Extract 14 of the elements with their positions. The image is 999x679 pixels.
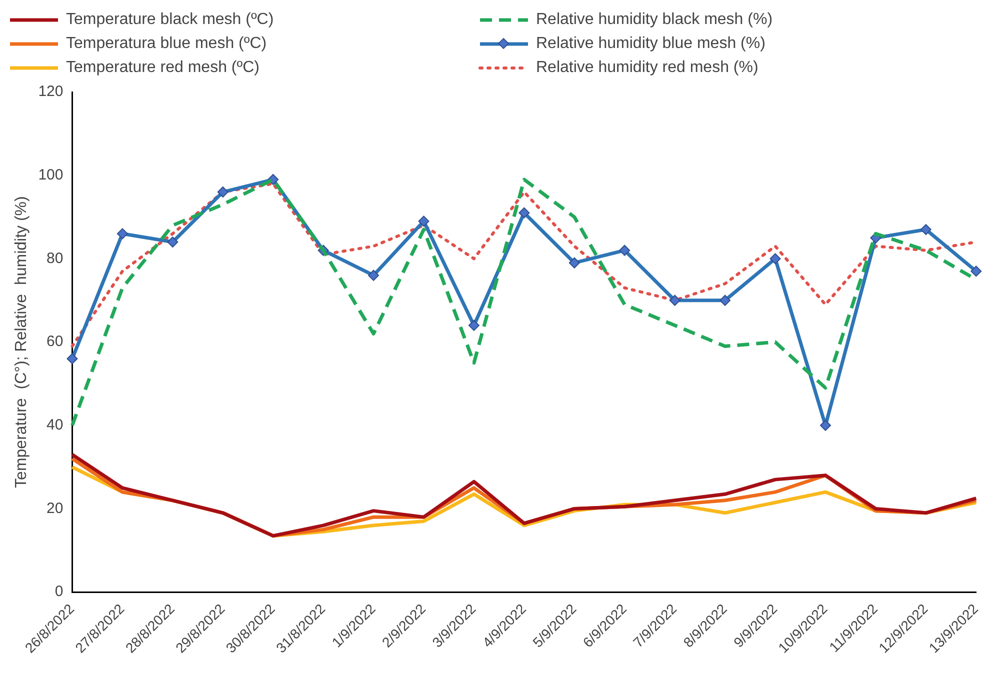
y-axis-title: Temperature (C°); Relative humidity (%): [13, 196, 30, 488]
legend-label: Temperatura blue mesh (ºC): [66, 35, 267, 53]
y-tick-label: 120: [38, 83, 64, 100]
y-tick-label: 0: [54, 583, 64, 600]
legend-label: Temperature red mesh (ºC): [66, 59, 260, 77]
legend-label: Relative humidity black mesh (%): [536, 11, 773, 29]
y-tick-label: 80: [46, 250, 64, 267]
legend-label: Relative humidity blue mesh (%): [536, 35, 766, 53]
y-tick-label: 20: [46, 500, 64, 517]
y-tick-label: 40: [46, 416, 64, 434]
y-tick-label: 60: [46, 333, 64, 350]
y-tick-label: 100: [38, 166, 64, 184]
legend-label: Relative humidity red mesh (%): [536, 59, 758, 77]
legend-label: Temperature black mesh (ºC): [66, 11, 274, 29]
